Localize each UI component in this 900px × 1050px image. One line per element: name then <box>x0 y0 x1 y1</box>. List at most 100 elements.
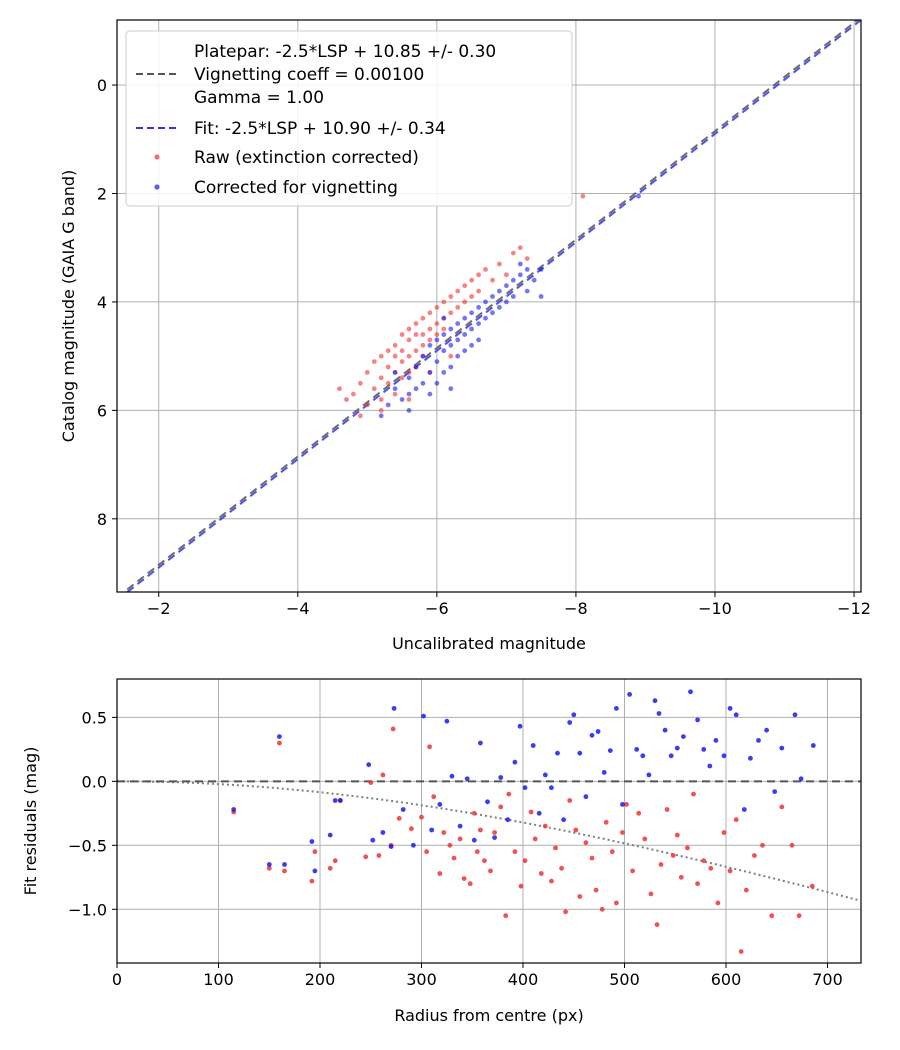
raw-point <box>447 842 453 848</box>
corrected-point <box>810 743 816 748</box>
corrected-point <box>567 720 573 725</box>
corrected-point <box>524 288 530 294</box>
corrected-point <box>614 706 619 711</box>
raw-point <box>420 342 426 348</box>
raw-point <box>796 913 802 919</box>
corrected-point <box>727 706 733 711</box>
corrected-point <box>583 794 589 800</box>
raw-point <box>614 900 619 906</box>
raw-point <box>664 807 670 812</box>
corrected-point <box>462 348 468 354</box>
legend-fit-label: Fit: -2.5*LSP + 10.90 +/- 0.34 <box>194 119 446 139</box>
raw-point <box>392 353 398 359</box>
corrected-point <box>505 817 511 823</box>
corrected-point <box>385 402 391 408</box>
raw-point <box>563 909 568 915</box>
top-x-axis-label: Uncalibrated magnitude <box>392 634 586 653</box>
corrected-point <box>483 315 488 321</box>
corrected-point <box>522 785 528 791</box>
corrected-point <box>406 408 412 413</box>
raw-point <box>708 865 714 871</box>
raw-point <box>483 267 488 272</box>
corrected-point <box>571 712 577 718</box>
raw-point <box>549 878 554 884</box>
corrected-point <box>607 748 613 753</box>
raw-point <box>559 865 564 871</box>
corrected-point <box>627 692 632 697</box>
corrected-point <box>441 370 447 375</box>
top-scatter-points <box>337 193 641 419</box>
raw-point <box>455 288 461 294</box>
x-tick-label: −12 <box>837 599 871 618</box>
legend-platepar-label: Platepar: -2.5*LSP + 10.85 +/- 0.30 <box>194 42 496 62</box>
raw-point <box>522 858 528 864</box>
raw-point <box>809 883 815 889</box>
corrected-point <box>688 689 693 695</box>
bottom-gridlines <box>116 679 861 963</box>
corrected-point <box>510 277 516 283</box>
corrected-point <box>490 294 495 299</box>
corrected-point <box>420 380 426 386</box>
raw-point <box>406 353 412 359</box>
raw-point <box>441 299 447 305</box>
raw-point <box>654 922 660 927</box>
raw-point <box>469 277 474 283</box>
raw-point <box>399 359 405 364</box>
corrected-point <box>517 272 523 278</box>
corrected-point <box>701 747 707 752</box>
raw-point <box>441 830 447 835</box>
corrected-point <box>681 734 686 739</box>
corrected-point <box>469 310 474 316</box>
corrected-point <box>266 862 272 867</box>
corrected-point <box>469 342 474 348</box>
raw-point <box>577 894 583 899</box>
raw-point <box>461 876 467 881</box>
corrected-point <box>764 727 769 733</box>
corrected-point <box>524 267 530 272</box>
corrected-point <box>620 802 625 807</box>
corrected-point <box>733 712 739 718</box>
corrected-point <box>512 759 518 765</box>
residuals-plot: 0 100 200 300 400 500 600 700 0.5 0.0 −0.5 −1.0 Ra… <box>21 678 862 1025</box>
raw-point <box>678 874 684 880</box>
raw-point <box>413 321 419 326</box>
corrected-point <box>504 299 509 305</box>
corrected-point <box>640 753 646 759</box>
raw-point <box>488 868 493 874</box>
legend-raw-label: Raw (extinction corrected) <box>194 148 419 168</box>
corrected-point <box>455 337 461 343</box>
corrected-point <box>636 193 641 199</box>
raw-point <box>282 868 287 874</box>
raw-point <box>553 845 558 851</box>
top-x-ticks: −2 −4 −6 −8 −10 −12 <box>147 592 871 618</box>
corrected-point <box>420 353 426 359</box>
corrected-point <box>421 713 426 719</box>
raw-point <box>658 862 664 867</box>
bottom-x-axis-label: Radius from centre (px) <box>394 1006 583 1025</box>
raw-point <box>378 353 384 359</box>
raw-point <box>589 855 595 861</box>
corrected-point <box>589 732 595 738</box>
corrected-point <box>476 321 481 326</box>
x-tick-label: 400 <box>508 970 539 989</box>
corrected-point <box>231 807 237 812</box>
corrected-point <box>378 413 384 419</box>
raw-point <box>406 337 412 343</box>
legend-vignetting-label: Vignetting coeff = 0.00100 <box>194 65 424 85</box>
corrected-point <box>437 802 443 807</box>
x-tick-label: 300 <box>406 970 437 989</box>
corrected-point <box>391 706 397 711</box>
corrected-point <box>748 755 753 761</box>
corrected-point <box>366 762 372 768</box>
raw-point <box>413 348 419 354</box>
raw-point <box>624 802 629 807</box>
raw-point <box>427 337 433 343</box>
raw-point <box>701 858 707 864</box>
corrected-point <box>538 294 544 299</box>
y-tick-label: 6 <box>97 401 107 420</box>
corrected-point <box>634 747 640 752</box>
corrected-point <box>411 842 416 848</box>
corrected-point <box>492 835 497 840</box>
raw-point <box>434 305 440 310</box>
corrected-point <box>413 386 419 392</box>
